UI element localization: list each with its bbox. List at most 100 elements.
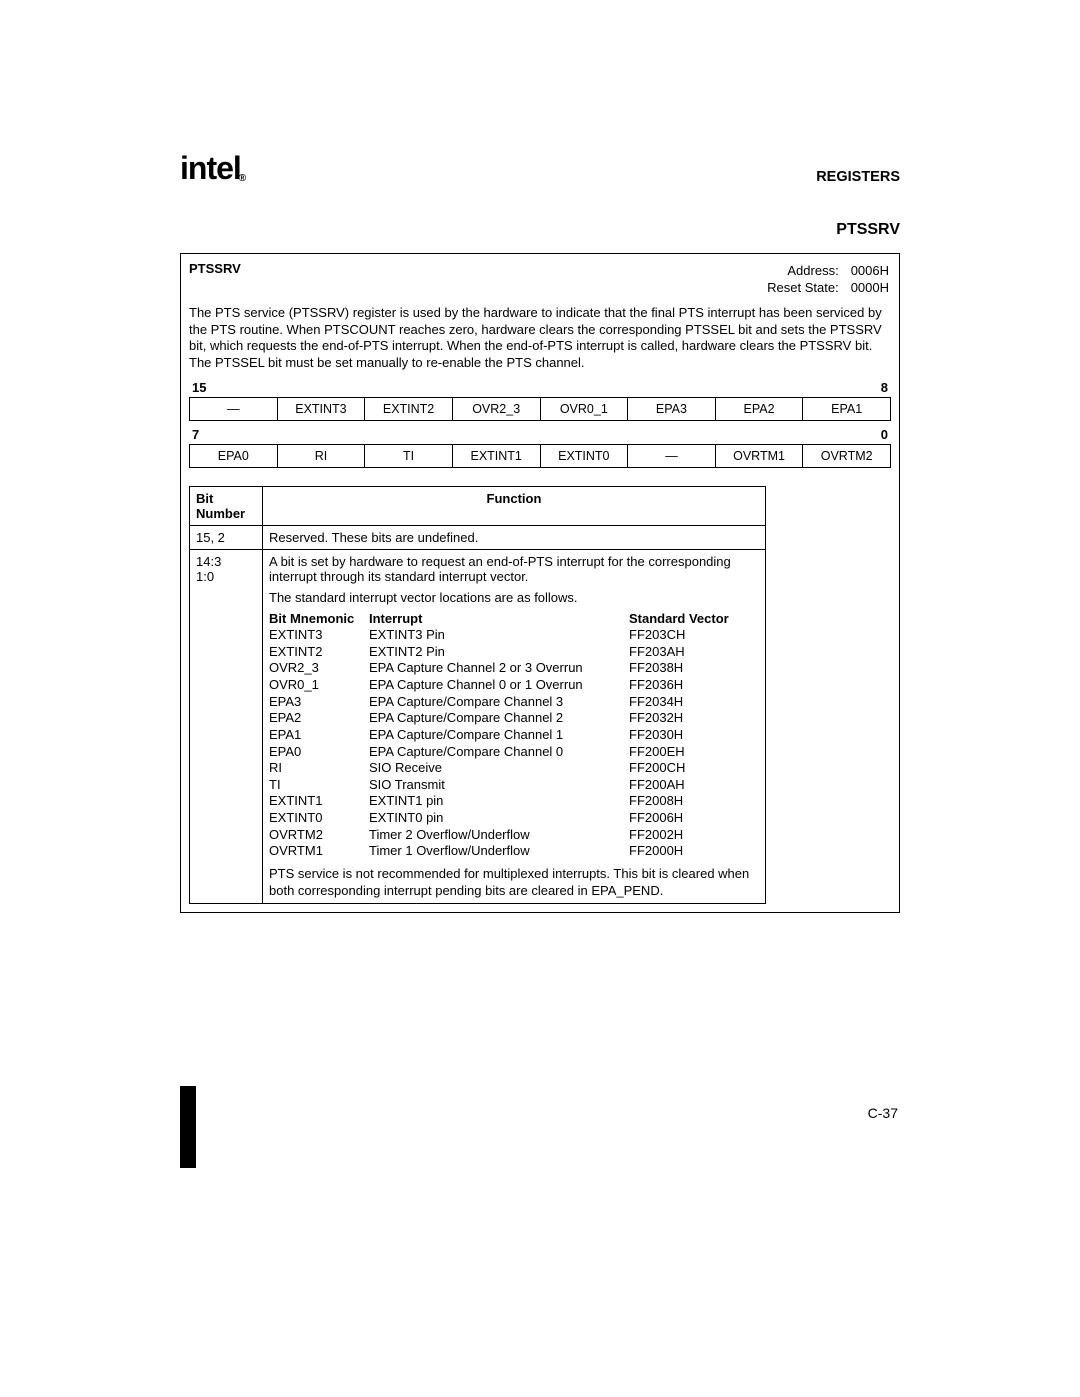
bit-cell: OVR2_3 [452,397,540,420]
mnem-name: TI [269,777,369,794]
mnemonic-row: EXTINT3EXTINT3 PinFF203CH [269,627,759,644]
logo-text: intel [180,150,241,186]
function-cell: A bit is set by hardware to request an e… [263,549,766,904]
mnem-vector: FF2034H [629,694,749,711]
func-sub: The standard interrupt vector locations … [269,590,759,605]
bitnum-0: 0 [881,427,888,442]
register-meta: Address: 0006H Reset State: 0000H [755,261,891,297]
bit-cell: TI [365,444,453,467]
mnemonic-row: OVRTM2Timer 2 Overflow/UnderflowFF2002H [269,827,759,844]
function-cell: Reserved. These bits are undefined. [263,525,766,549]
address-value: 0006H [841,263,889,278]
mnem-name: EPA0 [269,744,369,761]
mnem-interrupt: SIO Receive [369,760,629,777]
function-table: Bit Number Function 15, 2 Reserved. Thes… [189,486,766,905]
mnem-name: OVR2_3 [269,660,369,677]
col-header-bitnum: Bit Number [190,486,263,525]
page-number: C-37 [868,1105,898,1121]
bits-low-table: EPA0 RI TI EXTINT1 EXTINT0 — OVRTM1 OVRT… [189,444,891,468]
page: intel® REGISTERS PTSSRV PTSSRV Address: … [0,0,1080,1397]
mnem-vector: FF203AH [629,644,749,661]
mnemonic-row: OVRTM1Timer 1 Overflow/UnderflowFF2000H [269,843,759,860]
mnem-h1: Bit Mnemonic [269,611,369,628]
mnem-name: EPA2 [269,710,369,727]
mnemonic-row: EPA0EPA Capture/Compare Channel 0FF200EH [269,744,759,761]
bits-range-b: 1:0 [196,569,214,584]
mnem-name: OVR0_1 [269,677,369,694]
mnemonic-row: OVR0_1EPA Capture Channel 0 or 1 Overrun… [269,677,759,694]
register-box: PTSSRV Address: 0006H Reset State: 0000H… [180,253,900,913]
register-description: The PTS service (PTSSRV) register is use… [189,305,891,372]
mnem-interrupt: EXTINT1 pin [369,793,629,810]
mnemonic-row: EPA2EPA Capture/Compare Channel 2FF2032H [269,710,759,727]
mnemonic-row: EXTINT1EXTINT1 pinFF2008H [269,793,759,810]
mnem-vector: FF2006H [629,810,749,827]
intel-logo: intel® [180,150,247,187]
register-name: PTSSRV [189,261,241,297]
mnem-vector: FF200CH [629,760,749,777]
bit-cell: — [628,444,716,467]
mnem-interrupt: EPA Capture/Compare Channel 1 [369,727,629,744]
mnem-name: EXTINT2 [269,644,369,661]
mnemonic-row: EXTINT2EXTINT2 PinFF203AH [269,644,759,661]
mnem-vector: FF200EH [629,744,749,761]
mnem-interrupt: EPA Capture Channel 0 or 1 Overrun [369,677,629,694]
mnem-name: OVRTM2 [269,827,369,844]
mnem-name: EXTINT0 [269,810,369,827]
register-info-row: PTSSRV Address: 0006H Reset State: 0000H [189,261,891,297]
bit-cell: RI [277,444,365,467]
mnem-h3: Standard Vector [629,611,749,628]
mnemonic-row: EXTINT0EXTINT0 pinFF2006H [269,810,759,827]
bitnum-7: 7 [192,427,199,442]
bit-cell: — [190,397,278,420]
mnem-vector: FF200AH [629,777,749,794]
mnemonic-row: EPA1EPA Capture/Compare Channel 1FF2030H [269,727,759,744]
bit-cell: EXTINT3 [277,397,365,420]
mnem-vector: FF2030H [629,727,749,744]
mnem-interrupt: EXTINT3 Pin [369,627,629,644]
mnem-interrupt: Timer 1 Overflow/Underflow [369,843,629,860]
side-marker [180,1086,196,1168]
bits-high-table: — EXTINT3 EXTINT2 OVR2_3 OVR0_1 EPA3 EPA… [189,397,891,421]
mnemonic-row: TISIO TransmitFF200AH [269,777,759,794]
reset-label: Reset State: [757,280,839,295]
mnem-vector: FF2008H [629,793,749,810]
logo-registered: ® [239,173,245,184]
bitnum-15: 15 [192,380,206,395]
bitnum-cell: 14:3 1:0 [190,549,263,904]
mnem-name: EPA1 [269,727,369,744]
bits-range-a: 14:3 [196,554,221,569]
mnemonic-row: EPA3EPA Capture/Compare Channel 3FF2034H [269,694,759,711]
mnem-vector: FF203CH [629,627,749,644]
mnem-name: RI [269,760,369,777]
mnem-vector: FF2002H [629,827,749,844]
mnem-h2: Interrupt [369,611,629,628]
mnem-interrupt: EXTINT2 Pin [369,644,629,661]
bit-cell: EXTINT2 [365,397,453,420]
mnem-interrupt: EPA Capture/Compare Channel 3 [369,694,629,711]
mnem-name: OVRTM1 [269,843,369,860]
mnem-interrupt: EXTINT0 pin [369,810,629,827]
mnem-vector: FF2038H [629,660,749,677]
bit-cell: EPA1 [803,397,891,420]
register-title: PTSSRV [180,221,900,239]
func-intro: A bit is set by hardware to request an e… [269,554,759,584]
mnem-name: EXTINT3 [269,627,369,644]
mnemonic-row: OVR2_3EPA Capture Channel 2 or 3 Overrun… [269,660,759,677]
bit-cell: EPA3 [628,397,716,420]
mnem-interrupt: SIO Transmit [369,777,629,794]
mnem-vector: FF2036H [629,677,749,694]
func-note: PTS service is not recommended for multi… [269,866,759,899]
bit-cell: EPA2 [715,397,803,420]
address-label: Address: [757,263,839,278]
bit-cell: EPA0 [190,444,278,467]
mnem-interrupt: EPA Capture Channel 2 or 3 Overrun [369,660,629,677]
mnemonic-row: RISIO ReceiveFF200CH [269,760,759,777]
chapter-title: REGISTERS [816,169,900,187]
bitnum-8: 8 [881,380,888,395]
reset-value: 0000H [841,280,889,295]
col-header-function: Function [263,486,766,525]
mnem-interrupt: EPA Capture/Compare Channel 2 [369,710,629,727]
mnem-vector: FF2032H [629,710,749,727]
mnem-name: EPA3 [269,694,369,711]
